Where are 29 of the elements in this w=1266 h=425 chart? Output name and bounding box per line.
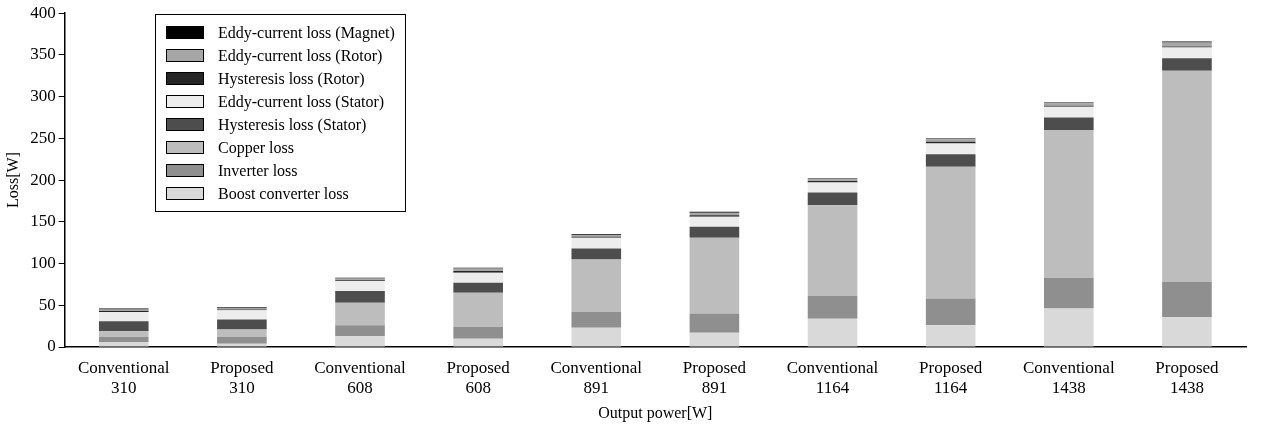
x-tick-label: Proposed 891 — [682, 357, 747, 398]
legend-label: Inverter loss — [218, 161, 298, 180]
y-tick-label: 250 — [30, 127, 56, 147]
x-tick-label: Conventional 1438 — [1023, 357, 1115, 398]
x-tick-label: Proposed 310 — [210, 357, 275, 398]
y-tick-label: 300 — [30, 86, 56, 106]
x-tick-label: Conventional 891 — [550, 357, 643, 398]
legend-label: Eddy-current loss (Stator) — [218, 92, 385, 111]
x-tick-label: Proposed 1438 — [1155, 357, 1220, 398]
y-tick-label: 150 — [30, 211, 56, 231]
legend-label: Boost converter loss — [218, 184, 349, 203]
y-tick-label: 0 — [47, 336, 56, 356]
x-tick-label: Conventional 310 — [77, 357, 170, 398]
y-axis-title: Loss[W] — [3, 152, 21, 209]
legend-label: Eddy-current loss (Magnet) — [218, 23, 395, 42]
x-tick-label: Proposed 608 — [446, 357, 511, 398]
y-tick-label: 400 — [30, 2, 56, 22]
legend-label: Copper loss — [218, 138, 294, 157]
x-tick-label: Conventional 608 — [314, 357, 407, 398]
y-tick-label: 200 — [30, 169, 56, 189]
legend-label: Hysteresis loss (Stator) — [218, 115, 367, 134]
y-tick-label: 100 — [30, 253, 56, 273]
x-tick-label: Conventional 1164 — [786, 357, 879, 398]
legend-label: Eddy-current loss (Rotor) — [218, 46, 383, 65]
y-tick-label: 50 — [38, 294, 56, 314]
y-tick-label: 350 — [30, 44, 56, 64]
legend-label: Hysteresis loss (Rotor) — [218, 69, 365, 88]
x-tick-label: Proposed 1164 — [919, 357, 983, 398]
x-axis-title: Output power[W] — [598, 403, 713, 422]
